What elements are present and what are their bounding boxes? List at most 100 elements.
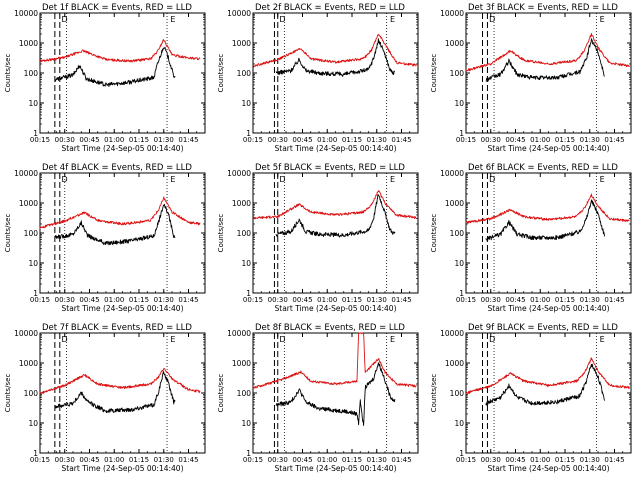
y-tick-label: 10000	[227, 329, 251, 338]
x-axis-label: Start Time (24-Sep-05 00:14:40)	[275, 144, 397, 153]
marker-letter: D	[61, 175, 67, 184]
plot-frame	[465, 332, 632, 454]
marker-letter: E	[170, 335, 175, 344]
x-tick-label: 01:30	[154, 136, 174, 144]
x-tick-label: 00:45	[505, 456, 525, 464]
series-lld-line	[252, 332, 417, 389]
x-tick-label: 00:45	[292, 136, 312, 144]
x-tick-label: 00:15	[456, 136, 476, 144]
marker-letter: D	[489, 15, 495, 24]
x-tick-label: 01:15	[129, 296, 149, 304]
series-lld-line	[252, 33, 417, 68]
series-lld-line	[39, 39, 201, 63]
y-tick-label: 1	[33, 449, 38, 458]
panel-title: Det 9f BLACK = Events, RED = LLD	[468, 323, 618, 333]
x-tick-label: 01:00	[530, 456, 550, 464]
y-tick-label: 1	[246, 289, 251, 298]
x-tick-label: 00:30	[481, 456, 501, 464]
series-events-line	[54, 371, 176, 414]
x-tick-label: 00:45	[292, 456, 312, 464]
x-tick-label: 01:30	[154, 456, 174, 464]
panel-6: Det 6f BLACK = Events, RED = LLD 1 10 100 10…	[430, 163, 632, 313]
x-axis-label: Start Time (24-Sep-05 00:14:40)	[275, 464, 397, 473]
series-lld-line	[465, 193, 630, 224]
x-tick-label: 00:45	[505, 296, 525, 304]
x-tick-label: 01:00	[104, 296, 124, 304]
y-tick-label: 1000	[445, 359, 464, 368]
y-tick-label: 100	[24, 229, 39, 238]
x-tick-label: 01:45	[391, 136, 411, 144]
marker-letter: E	[390, 335, 395, 344]
x-tick-label: 01:30	[580, 456, 600, 464]
plot-frame	[465, 12, 632, 134]
series-lld-line	[465, 33, 630, 72]
panel-2: Det 2f BLACK = Events, RED = LLD 1 10 100 10…	[217, 3, 419, 153]
y-tick-label: 100	[24, 389, 39, 398]
y-tick-label: 1	[246, 129, 251, 138]
y-tick-label: 1	[33, 129, 38, 138]
x-tick-label: 00:15	[456, 456, 476, 464]
marker-letter: E	[170, 175, 175, 184]
y-axis-label: Counts/sec	[4, 374, 12, 413]
y-tick-label: 1000	[232, 199, 251, 208]
x-axis-label: Start Time (24-Sep-05 00:14:40)	[62, 144, 184, 153]
y-tick-label: 10	[241, 99, 251, 108]
marker-letter: E	[390, 15, 395, 24]
marker-letter: E	[600, 15, 605, 24]
panel-1: Det 1f BLACK = Events, RED = LLD 1 10 100 10…	[4, 3, 206, 153]
y-tick-label: 10	[28, 419, 38, 428]
y-tick-label: 1000	[19, 39, 38, 48]
x-tick-label: 01:45	[391, 296, 411, 304]
y-tick-label: 100	[450, 229, 465, 238]
y-tick-label: 1000	[19, 199, 38, 208]
x-tick-label: 00:30	[55, 136, 75, 144]
marker-letter: D	[279, 15, 285, 24]
y-tick-label: 10000	[440, 9, 464, 18]
x-tick-label: 00:30	[55, 456, 75, 464]
panel-9: Det 9f BLACK = Events, RED = LLD 1 10 100 10…	[430, 323, 632, 473]
series-events-line	[485, 38, 605, 82]
panel-title: Det 4f BLACK = Events, RED = LLD	[42, 163, 192, 173]
y-tick-label: 10	[28, 99, 38, 108]
y-tick-label: 1000	[19, 359, 38, 368]
y-tick-label: 10000	[14, 169, 38, 178]
x-tick-label: 00:45	[79, 136, 99, 144]
x-tick-label: 01:15	[342, 296, 362, 304]
y-tick-label: 100	[450, 69, 465, 78]
x-tick-label: 01:45	[604, 136, 624, 144]
y-tick-label: 10	[241, 419, 251, 428]
x-tick-label: 01:15	[129, 136, 149, 144]
x-tick-label: 01:45	[391, 456, 411, 464]
x-tick-label: 01:00	[530, 136, 550, 144]
series-lld-line	[465, 357, 630, 395]
x-tick-label: 00:15	[456, 296, 476, 304]
y-axis-label: Counts/sec	[430, 54, 438, 93]
x-tick-label: 01:45	[178, 296, 198, 304]
y-tick-label: 10	[241, 259, 251, 268]
y-tick-label: 1	[459, 449, 464, 458]
x-tick-label: 01:45	[178, 136, 198, 144]
y-tick-label: 10000	[227, 169, 251, 178]
y-tick-label: 10000	[227, 9, 251, 18]
y-tick-label: 1	[246, 449, 251, 458]
x-tick-label: 01:15	[555, 296, 575, 304]
x-tick-label: 00:15	[30, 456, 50, 464]
y-tick-label: 100	[450, 389, 465, 398]
y-axis-label: Counts/sec	[430, 374, 438, 413]
x-tick-label: 01:30	[367, 296, 387, 304]
x-tick-label: 00:15	[243, 456, 263, 464]
panel-title: Det 5f BLACK = Events, RED = LLD	[255, 163, 405, 173]
panel-8: Det 8f BLACK = Events, RED = LLD 1 10 100 10…	[217, 323, 419, 473]
x-tick-label: 01:15	[342, 456, 362, 464]
marker-letter: E	[600, 335, 605, 344]
x-tick-label: 01:00	[530, 296, 550, 304]
series-events-line	[54, 46, 176, 88]
y-axis-label: Counts/sec	[430, 214, 438, 253]
y-axis-label: Counts/sec	[4, 214, 12, 253]
series-lld-line	[39, 367, 201, 395]
panel-title: Det 2f BLACK = Events, RED = LLD	[255, 3, 405, 13]
x-tick-label: 00:15	[30, 136, 50, 144]
series-events-line	[275, 194, 396, 238]
series-events-line	[485, 199, 606, 241]
panel-title: Det 3f BLACK = Events, RED = LLD	[468, 3, 618, 13]
